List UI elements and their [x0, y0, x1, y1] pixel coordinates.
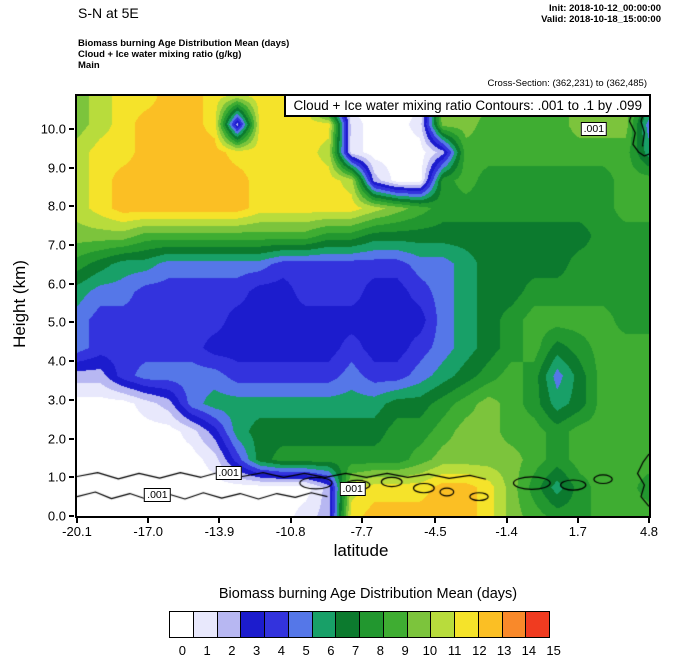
y-tick-label: 2.0	[47, 431, 66, 447]
tick-mark	[69, 476, 74, 479]
colorbar-cell	[406, 611, 432, 638]
tick-mark	[69, 282, 74, 285]
colorbar-tick-label: 14	[521, 643, 537, 658]
colorbar-tick-label: 11	[447, 643, 462, 658]
x-tick-label: 1.7	[568, 524, 587, 539]
colorbar-tick-label: 5	[302, 643, 310, 658]
x-axis-title: latitude	[333, 541, 389, 560]
colorbar-cell	[501, 611, 527, 638]
x-tick-label: -17.0	[133, 524, 164, 539]
valid-timestamp: Valid: 2018-10-18_15:00:00	[541, 14, 661, 25]
colorbar-cell	[525, 611, 550, 638]
colorbar	[169, 611, 550, 638]
colorbar-tick-label: 6	[327, 643, 335, 658]
colorbar-cell	[169, 611, 194, 638]
tick-mark	[69, 360, 74, 363]
tick-mark	[434, 518, 437, 523]
y-tick-label: 10.0	[40, 121, 66, 137]
tick-mark	[76, 518, 78, 523]
x-tick-label: -4.5	[424, 524, 447, 539]
y-tick-label: 7.0	[47, 237, 66, 253]
colorbar-cell	[264, 611, 289, 638]
colorbar-cell	[477, 611, 503, 638]
page-title: S-N at 5E	[78, 5, 139, 21]
tick-mark	[69, 205, 74, 208]
cloud-contour-label: .001	[144, 487, 171, 502]
x-tick-label: -10.8	[275, 524, 306, 539]
colorbar-tick-label: 0	[178, 643, 186, 658]
x-tick-label: -13.9	[204, 524, 235, 539]
colorbar-tick-label: 9	[401, 643, 409, 658]
contour-field-canvas	[77, 96, 649, 516]
fill-field-label: Biomass burning Age Distribution Mean (d…	[78, 38, 290, 49]
model-times: Init: 2018-10-12_00:00:00 Valid: 2018-10…	[541, 3, 661, 25]
y-tick-label: 4.0	[47, 353, 66, 369]
x-tick-label: -20.1	[62, 524, 92, 539]
y-axis-title: Height (km)	[10, 260, 29, 348]
colorbar-cell	[382, 611, 408, 638]
cloud-contour-label: .001	[215, 466, 242, 481]
x-tick-label: -1.4	[495, 524, 518, 539]
tick-mark	[505, 518, 508, 523]
y-tick-label: 0.0	[47, 508, 66, 524]
colorbar-tick-label: 1	[203, 643, 211, 658]
tick-mark	[69, 515, 74, 517]
field-descriptions: Biomass burning Age Distribution Mean (d…	[78, 38, 289, 71]
y-tick-label: 1.0	[47, 469, 66, 485]
cross-section-range: Cross-Section: (362,231) to (362,485)	[487, 78, 647, 89]
colorbar-tick-label: 7	[352, 643, 360, 658]
x-tick-label: -7.7	[350, 524, 374, 539]
y-tick-label: 3.0	[47, 392, 66, 408]
contour-field-label: Cloud + Ice water mixing ratio (g/kg)	[78, 49, 242, 60]
plot-area: Cloud + Ice water mixing ratio Contours:…	[75, 94, 651, 518]
tick-mark	[69, 244, 74, 247]
tick-mark	[69, 166, 74, 169]
colorbar-cell	[454, 611, 479, 638]
colorbar-tick-label: 13	[496, 643, 512, 658]
colorbar-tick-label: 2	[228, 643, 236, 658]
colorbar-title: Biomass burning Age Distribution Mean (d…	[218, 586, 518, 602]
colorbar-cell	[359, 611, 384, 638]
y-tick-label: 6.0	[47, 276, 66, 292]
tick-mark	[147, 518, 150, 523]
colorbar-cell	[335, 611, 360, 638]
colorbar-cell	[311, 611, 337, 638]
y-tick-label: 5.0	[47, 314, 66, 330]
tick-mark	[360, 518, 363, 523]
domain-label: Main	[78, 60, 100, 71]
y-tick-label: 8.0	[47, 198, 66, 214]
cloud-contour-label: .001	[580, 121, 608, 136]
tick-mark	[289, 518, 292, 523]
tick-mark	[69, 321, 74, 324]
colorbar-cell	[287, 611, 313, 638]
colorbar-tick-label: 3	[253, 643, 261, 658]
contour-info-banner: Cloud + Ice water mixing ratio Contours:…	[284, 96, 649, 117]
colorbar-tick-label: 4	[277, 643, 285, 658]
colorbar-cell	[192, 611, 218, 638]
cloud-contour-label: .001	[339, 481, 366, 496]
colorbar-tick-label: 15	[546, 643, 561, 658]
tick-mark	[69, 437, 74, 440]
x-tick-label: 4.8	[639, 524, 659, 539]
colorbar-labels: 0 1 2 3 4 5 6 7 8 9 10 11 12 13 14 15	[170, 643, 567, 659]
tick-mark	[69, 127, 74, 130]
tick-mark	[648, 518, 650, 523]
colorbar-tick-label: 8	[376, 643, 384, 658]
colorbar-tick-label: 10	[422, 643, 438, 658]
colorbar-cell	[240, 611, 265, 638]
tick-mark	[69, 398, 74, 401]
tick-mark	[576, 518, 579, 523]
tick-mark	[218, 518, 221, 523]
init-timestamp: Init: 2018-10-12_00:00:00	[549, 3, 661, 14]
y-tick-label: 9.0	[47, 160, 66, 176]
colorbar-cell	[430, 611, 455, 638]
colorbar-cell	[216, 611, 242, 638]
colorbar-tick-label: 12	[472, 643, 487, 658]
